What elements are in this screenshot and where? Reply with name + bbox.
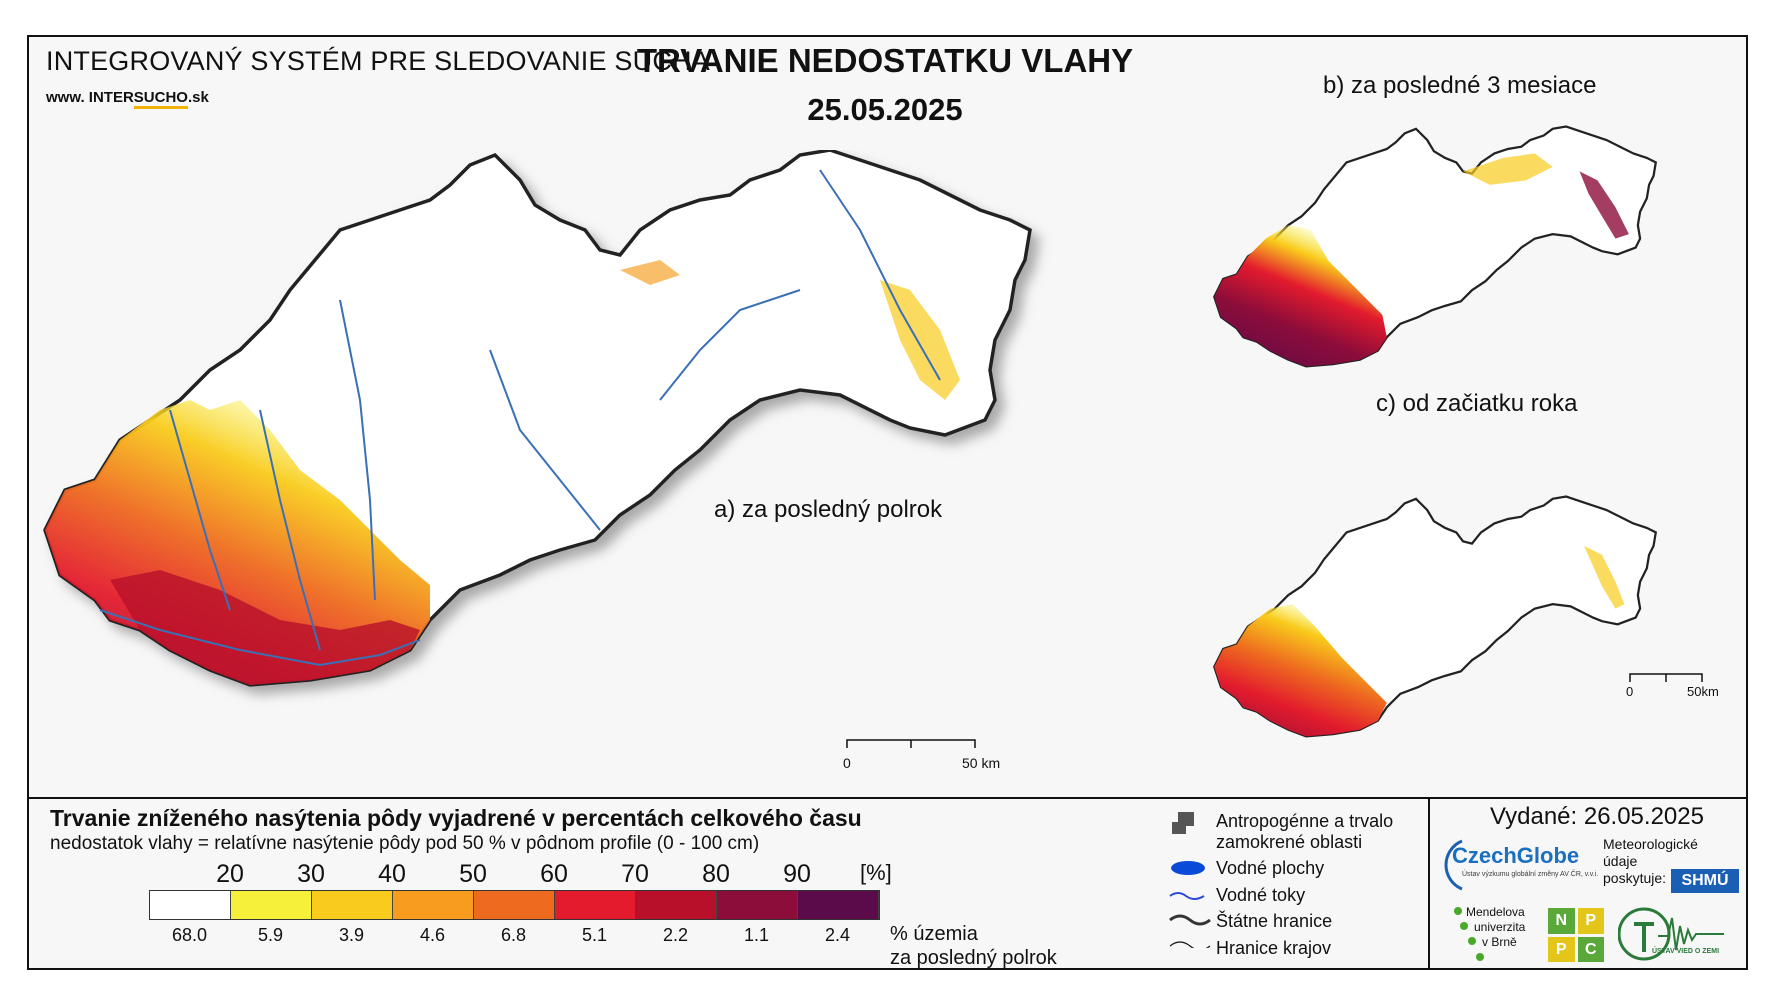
panel-b-label: b) za posledné 3 mesiace — [1323, 72, 1597, 100]
legend-region-borders: Hranice krajov — [1216, 938, 1331, 959]
url-brand: SUCHO — [134, 89, 188, 109]
anthropogenic-icon — [1172, 812, 1194, 834]
legend-threshold: 60 — [524, 860, 584, 889]
legend-share-label: % územia za posledný polrok — [890, 922, 1057, 970]
legend-share-value: 5.1 — [554, 925, 635, 946]
small-scale-end: 50km — [1687, 684, 1719, 699]
uvz-seismo-icon — [1618, 904, 1728, 966]
share-label-line1: % územia — [890, 922, 1057, 946]
legend-color-class — [312, 891, 393, 919]
share-label-line2: za posledný polrok — [890, 946, 1057, 970]
nppc-p1: P — [1578, 908, 1605, 934]
legend-threshold: 40 — [362, 860, 422, 889]
legend-threshold: 30 — [281, 860, 341, 889]
meteo-line2: údaje — [1603, 853, 1698, 870]
czechglobe-subtext: Ústav výzkumu globální změny AV ČR, v.v.… — [1462, 871, 1598, 878]
main-scale-end: 50 km — [962, 755, 1000, 771]
map-title: TRVANIE NEDOSTATKU VLAHY — [600, 42, 1170, 80]
map-date: 25.05.2025 — [600, 92, 1170, 128]
legend-share-value: 1.1 — [716, 925, 797, 946]
legend-color-class — [798, 891, 879, 919]
panel-a-label: a) za posledný polrok — [714, 496, 942, 524]
anthropogenic-line2: zamokrené oblasti — [1216, 832, 1393, 853]
legend-share-value: 2.2 — [635, 925, 716, 946]
meteo-line1: Meteorologické — [1603, 836, 1698, 853]
map-c — [1212, 490, 1732, 790]
website-url[interactable]: www. INTERSUCHO.sk — [46, 89, 209, 106]
legend-subtitle: nedostatok vlahy = relatívne nasýtenie p… — [50, 833, 759, 855]
legend-share-value: 68.0 — [149, 925, 230, 946]
legend-color-class — [636, 891, 717, 919]
legend-water-courses: Vodné toky — [1216, 885, 1305, 906]
legend-share-value: 3.9 — [311, 925, 392, 946]
czechglobe-text: CzechGlobe — [1452, 843, 1579, 869]
small-scale-zero: 0 — [1626, 684, 1633, 699]
region-border-icon — [1170, 942, 1210, 948]
legend-threshold: 50 — [443, 860, 503, 889]
legend-threshold: 20 — [200, 860, 260, 889]
legend-share-value: 5.9 — [230, 925, 311, 946]
legend-title: Trvanie zníženého nasýtenia pôdy vyjadre… — [50, 805, 862, 832]
shmu-logo[interactable]: SHMÚ — [1671, 869, 1739, 893]
legend-threshold: 70 — [605, 860, 665, 889]
panel-c-label: c) od začiatku roka — [1376, 390, 1577, 418]
water-body-icon — [1171, 861, 1205, 875]
anthropogenic-line1: Antropogénne a trvalo — [1216, 811, 1393, 832]
nppc-p2: P — [1548, 937, 1575, 963]
legend-color-class — [555, 891, 636, 919]
issued-date: Vydané: 26.05.2025 — [1490, 803, 1704, 831]
legend-water-bodies: Vodné plochy — [1216, 858, 1324, 879]
main-scalebar — [845, 736, 985, 756]
main-map — [40, 150, 1200, 790]
legend-share-value: 2.4 — [797, 925, 878, 946]
legend-state-borders: Štátne hranice — [1216, 911, 1332, 932]
nppc-c: C — [1578, 937, 1605, 963]
url-prefix: www. INTER — [46, 89, 134, 106]
legend-colorbar — [149, 890, 880, 920]
legend-color-class — [231, 891, 312, 919]
legend-share-value: 4.6 — [392, 925, 473, 946]
legend-color-class — [474, 891, 555, 919]
legend-anthropogenic: Antropogénne a trvalo zamokrené oblasti — [1216, 811, 1393, 853]
map-legend-symbols — [1168, 808, 1212, 948]
legend-unit: [%] — [860, 860, 892, 886]
legend-color-class — [393, 891, 474, 919]
url-suffix: .sk — [188, 89, 209, 106]
water-course-icon — [1170, 893, 1204, 899]
map-b — [1212, 120, 1732, 420]
state-border-icon — [1170, 916, 1210, 924]
legend-share-value: 6.8 — [473, 925, 554, 946]
legend-color-class — [150, 891, 231, 919]
main-scale-zero: 0 — [843, 755, 851, 771]
nppc-logo[interactable]: N P P C — [1548, 908, 1604, 962]
mendel-dots-icon — [1450, 905, 1490, 965]
uvz-text: ÚSTAV VIED O ZEMI — [1652, 948, 1719, 955]
legend-threshold: 90 — [767, 860, 827, 889]
czechglobe-logo[interactable]: CzechGlobe Ústav výzkumu globální změny … — [1432, 833, 1600, 893]
nppc-n: N — [1548, 908, 1575, 934]
divider-issued — [1428, 797, 1430, 970]
uvz-logo[interactable]: ÚSTAV VIED O ZEMI — [1618, 904, 1728, 966]
legend-threshold: 80 — [686, 860, 746, 889]
legend-color-class — [717, 891, 798, 919]
